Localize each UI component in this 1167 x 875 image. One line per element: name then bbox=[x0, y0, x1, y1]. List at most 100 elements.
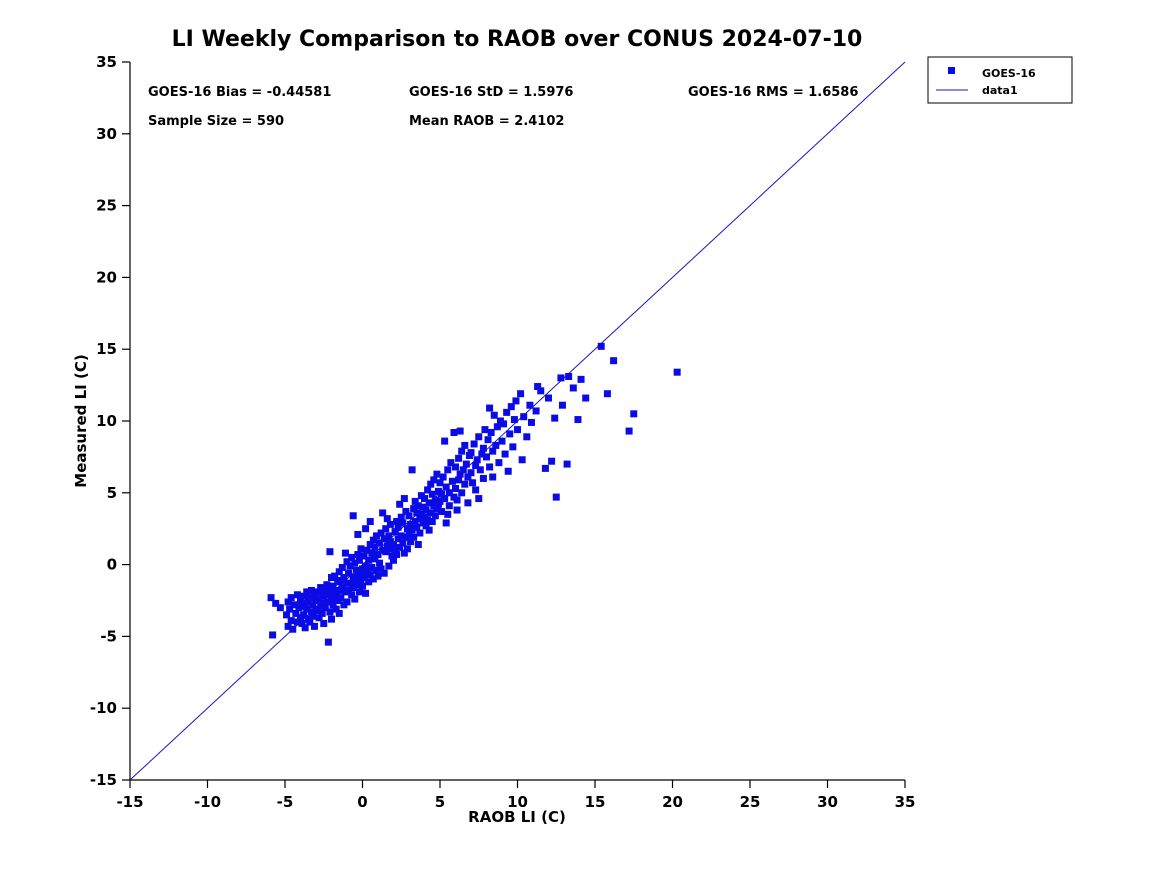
y-tick-label: 35 bbox=[96, 53, 117, 71]
scatter-point bbox=[473, 456, 481, 464]
legend-marker-square-icon bbox=[948, 67, 955, 74]
scatter-point bbox=[493, 423, 501, 431]
scatter-point bbox=[340, 574, 348, 582]
scatter-point bbox=[357, 569, 365, 577]
scatter-point bbox=[376, 559, 384, 567]
scatter-point bbox=[405, 530, 413, 538]
scatter-point bbox=[424, 486, 432, 494]
scatter-point bbox=[351, 595, 359, 603]
scatter-point bbox=[537, 387, 545, 395]
scatter-point bbox=[289, 625, 297, 633]
scatter-point bbox=[421, 495, 428, 503]
scatter-point bbox=[510, 416, 518, 424]
scatter-point bbox=[582, 394, 590, 402]
scatter-point bbox=[297, 597, 304, 604]
scatter-point bbox=[410, 505, 418, 513]
scatter-point bbox=[430, 476, 438, 484]
scatter-point bbox=[371, 543, 379, 551]
scatter-point bbox=[355, 588, 363, 596]
stat-sample-size: Sample Size = 590 bbox=[148, 114, 284, 129]
scatter-point bbox=[376, 539, 384, 547]
scatter-point bbox=[368, 549, 376, 557]
scatter-point bbox=[500, 420, 508, 428]
scatter-point bbox=[391, 528, 399, 536]
scatter-point bbox=[309, 612, 317, 620]
stat-mean-raob: Mean RAOB = 2.4102 bbox=[409, 114, 564, 129]
scatter-point bbox=[450, 428, 458, 436]
scatter-point bbox=[298, 619, 306, 627]
scatter-point bbox=[422, 522, 430, 530]
scatter-point bbox=[427, 509, 435, 517]
scatter-point bbox=[565, 372, 573, 380]
scatter-point bbox=[310, 622, 318, 630]
scatter-point bbox=[483, 453, 490, 461]
scatter-point bbox=[304, 598, 312, 606]
scatter-point bbox=[431, 512, 439, 520]
scatter-point bbox=[512, 397, 520, 405]
scatter-point bbox=[411, 497, 419, 505]
scatter-point bbox=[372, 532, 380, 540]
scatter-point bbox=[541, 464, 549, 472]
scatter-point bbox=[369, 575, 377, 583]
scatter-point bbox=[492, 441, 500, 449]
scatter-point bbox=[400, 495, 408, 503]
scatter-point bbox=[411, 518, 419, 526]
scatter-point bbox=[283, 611, 291, 619]
scatter-point bbox=[569, 384, 577, 392]
y-tick-label: 25 bbox=[96, 197, 117, 215]
scatter-point bbox=[326, 548, 334, 556]
stat-rms: GOES-16 RMS = 1.6586 bbox=[688, 85, 858, 100]
scatter-point bbox=[523, 433, 531, 441]
scatter-point bbox=[461, 480, 469, 488]
scatter-point bbox=[380, 535, 388, 543]
scatter-point bbox=[315, 614, 323, 622]
data-points bbox=[267, 342, 681, 646]
scatter-point bbox=[287, 617, 295, 625]
scatter-point bbox=[362, 525, 370, 533]
scatter-point bbox=[314, 588, 322, 596]
scatter-point bbox=[321, 604, 329, 612]
axes: -15 -10 -5 0 5 10 15 20 25 30 35 -15 -10 -5 0 5 10 15 20 25… bbox=[90, 53, 916, 811]
scatter-point bbox=[359, 582, 366, 590]
scatter-point bbox=[357, 545, 365, 553]
scatter-point bbox=[351, 559, 359, 567]
scatter-point bbox=[495, 459, 503, 467]
scatter-point bbox=[610, 357, 618, 365]
scatter-point bbox=[382, 525, 390, 533]
scatter-point bbox=[267, 594, 275, 602]
scatter-point bbox=[453, 506, 461, 514]
stat-bias: GOES-16 Bias = -0.44581 bbox=[148, 85, 331, 100]
scatter-point bbox=[365, 556, 373, 564]
scatter-point bbox=[444, 466, 452, 474]
scatter-point bbox=[527, 418, 535, 426]
x-tick-label: 5 bbox=[435, 793, 445, 811]
scatter-point bbox=[396, 500, 404, 508]
scatter-point bbox=[348, 591, 356, 599]
y-tick-label: 15 bbox=[96, 340, 117, 358]
scatter-point bbox=[338, 584, 346, 592]
scatter-point bbox=[470, 440, 478, 448]
scatter-point bbox=[341, 549, 349, 557]
scatter-point bbox=[476, 466, 484, 474]
scatter-point bbox=[362, 589, 370, 597]
scatter-point bbox=[438, 490, 446, 498]
scatter-point bbox=[349, 512, 357, 520]
scatter-point bbox=[352, 566, 360, 574]
scatter-point bbox=[489, 447, 497, 455]
scatter-point bbox=[383, 542, 391, 550]
legend-label-data1: data1 bbox=[982, 84, 1018, 97]
scatter-point bbox=[551, 414, 559, 422]
scatter-point bbox=[407, 538, 415, 546]
scatter-point bbox=[329, 601, 337, 609]
scatter-point bbox=[486, 404, 494, 412]
scatter-point bbox=[293, 591, 301, 599]
scatter-point bbox=[272, 599, 280, 607]
scatter-point bbox=[464, 499, 472, 507]
scatter-point bbox=[410, 533, 418, 541]
scatter-point bbox=[306, 594, 314, 602]
scatter-point bbox=[456, 470, 464, 478]
scatter-point bbox=[427, 480, 435, 488]
scatter-point bbox=[331, 592, 339, 600]
scatter-point bbox=[442, 483, 450, 491]
scatter-point bbox=[557, 374, 565, 382]
